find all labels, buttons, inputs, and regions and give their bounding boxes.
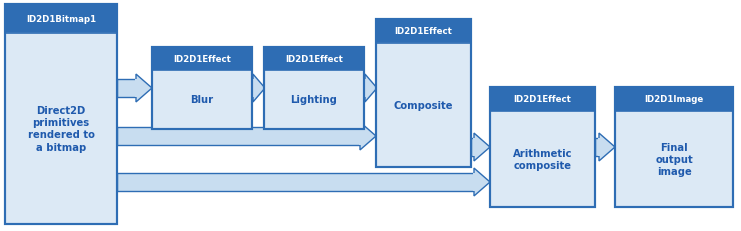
- Text: ID2D1Effect: ID2D1Effect: [514, 95, 571, 104]
- Text: Direct2D
primitives
rendered to
a bitmap: Direct2D primitives rendered to a bitmap: [27, 105, 94, 152]
- Text: Final
output
image: Final output image: [655, 142, 693, 177]
- Bar: [595, 138, 599, 156]
- FancyBboxPatch shape: [490, 88, 595, 207]
- Text: Lighting: Lighting: [290, 95, 337, 105]
- Bar: [359, 128, 361, 145]
- Text: ID2D1Effect: ID2D1Effect: [394, 27, 453, 36]
- FancyBboxPatch shape: [152, 48, 252, 71]
- Bar: [135, 80, 137, 97]
- FancyBboxPatch shape: [152, 48, 252, 129]
- Text: ID2D1Image: ID2D1Image: [645, 95, 704, 104]
- Bar: [117, 80, 136, 97]
- Bar: [364, 80, 365, 97]
- FancyBboxPatch shape: [490, 88, 595, 112]
- Polygon shape: [253, 75, 265, 103]
- Text: Composite: Composite: [393, 100, 453, 110]
- FancyBboxPatch shape: [5, 5, 117, 33]
- Polygon shape: [474, 134, 490, 161]
- Bar: [598, 138, 600, 156]
- Polygon shape: [474, 168, 490, 196]
- Polygon shape: [136, 75, 152, 103]
- FancyBboxPatch shape: [615, 88, 733, 112]
- Text: ID2D1Bitmap1: ID2D1Bitmap1: [26, 15, 96, 24]
- Text: ID2D1Effect: ID2D1Effect: [173, 55, 231, 64]
- Text: ID2D1Effect: ID2D1Effect: [285, 55, 343, 64]
- Polygon shape: [599, 134, 615, 161]
- Polygon shape: [365, 75, 377, 103]
- FancyBboxPatch shape: [264, 48, 364, 71]
- Polygon shape: [360, 122, 376, 150]
- FancyBboxPatch shape: [5, 5, 117, 224]
- Text: Blur: Blur: [190, 95, 213, 105]
- Bar: [117, 128, 360, 145]
- Bar: [117, 173, 474, 191]
- Bar: [252, 80, 253, 97]
- Bar: [252, 80, 254, 97]
- Bar: [471, 138, 474, 156]
- Bar: [473, 173, 475, 191]
- Text: Arithmetic
composite: Arithmetic composite: [513, 148, 572, 170]
- FancyBboxPatch shape: [376, 20, 471, 167]
- FancyBboxPatch shape: [615, 88, 733, 207]
- Bar: [364, 80, 366, 97]
- Bar: [473, 138, 475, 156]
- FancyBboxPatch shape: [376, 20, 471, 43]
- FancyBboxPatch shape: [264, 48, 364, 129]
